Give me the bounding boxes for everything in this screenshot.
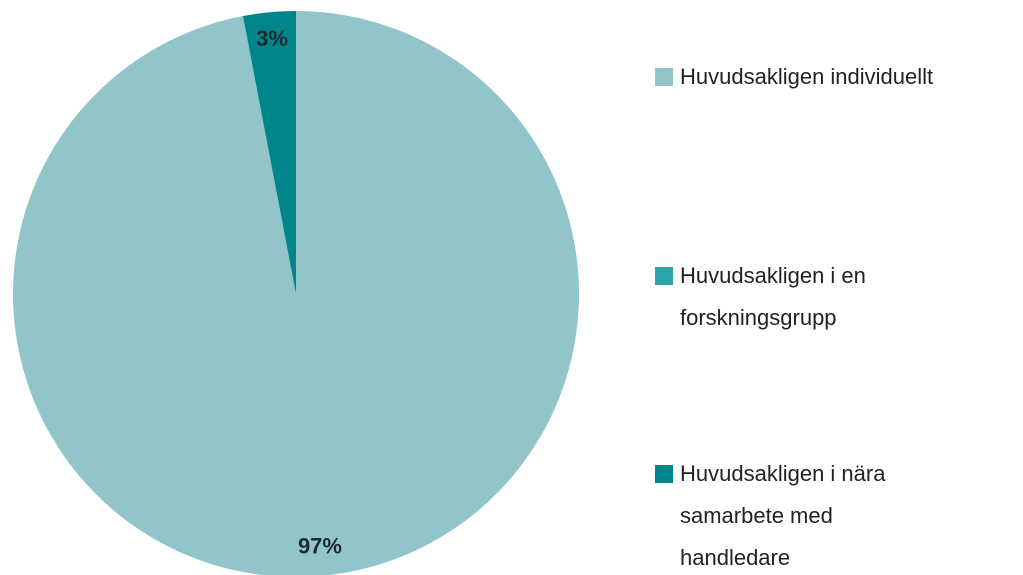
legend-item: Huvudsakligen individuellt [655, 56, 1020, 98]
legend-swatch [655, 465, 673, 483]
data-label: 97% [298, 533, 342, 558]
pie-slice [242, 11, 296, 294]
legend-item: Huvudsakligen i en forskningsgrupp [655, 255, 920, 339]
data-label: 3% [256, 26, 288, 51]
legend-label: Huvudsakligen individuellt [680, 64, 934, 89]
legend-label: Huvudsakligen i en forskningsgrupp [680, 263, 866, 330]
legend-swatch [655, 68, 673, 86]
legend-item: Huvudsakligen i nära samarbete med handl… [655, 453, 920, 575]
legend-swatch [655, 267, 673, 285]
legend-label: Huvudsakligen i nära samarbete med handl… [680, 461, 886, 570]
pie-slice [13, 11, 579, 575]
